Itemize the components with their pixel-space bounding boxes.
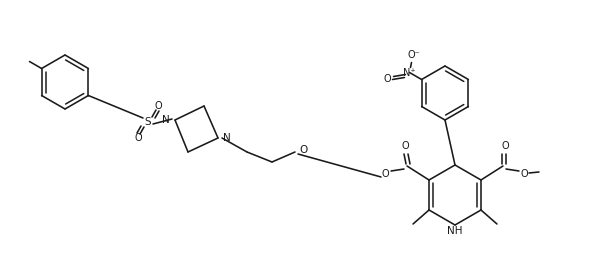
Text: O: O [384,73,392,84]
Text: N: N [223,133,231,143]
Text: O⁻: O⁻ [407,50,420,59]
Text: O: O [520,169,528,179]
Text: O: O [381,169,389,179]
Text: O: O [299,145,308,155]
Text: O: O [501,141,509,151]
Text: S: S [145,117,151,127]
Text: N⁺: N⁺ [403,68,416,77]
Text: O: O [401,141,409,151]
Text: O: O [134,133,142,143]
Text: N: N [162,115,170,125]
Text: O: O [154,101,162,111]
Text: NH: NH [447,226,462,236]
